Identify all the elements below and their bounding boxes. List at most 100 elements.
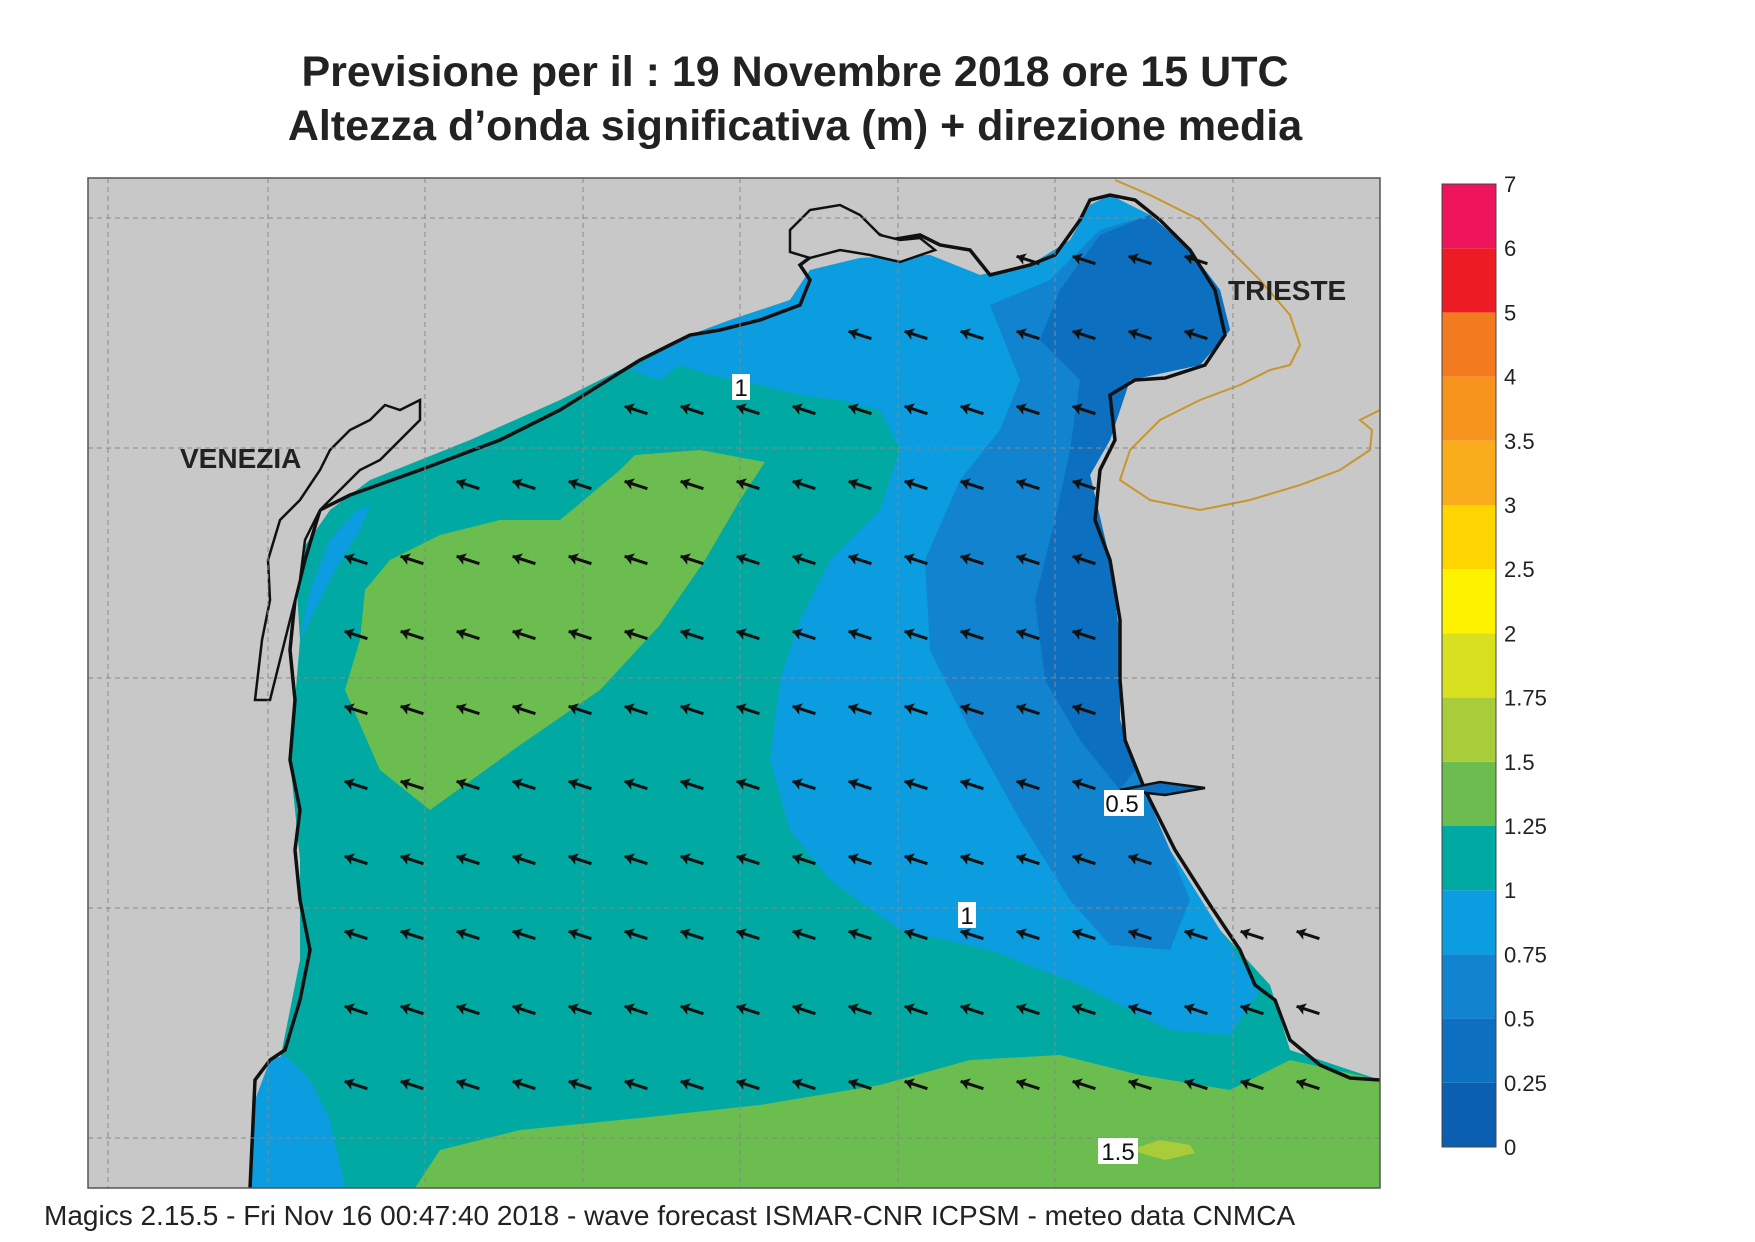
direction-arrow [1128,928,1152,941]
direction-arrow [960,1003,984,1016]
direction-arrow [1072,778,1096,791]
direction-arrow [624,928,648,941]
direction-arrow [792,628,816,641]
direction-arrow [1240,1078,1264,1091]
direction-arrow [960,553,984,566]
direction-arrow [344,628,368,641]
contour-label-group: 1 1 0.5 1.5 [732,374,1144,1166]
southwest-blue-patch [250,1055,345,1188]
direction-arrow [456,1003,480,1016]
direction-arrow [960,778,984,791]
legend-tick-label: 1 [1504,878,1516,903]
direction-arrow [960,328,984,341]
contour-label-1-south: 1 [960,903,973,930]
direction-arrow [736,628,760,641]
wave-direction-arrows [344,253,1320,1091]
legend-swatch [1442,826,1496,891]
direction-arrow [568,1003,592,1016]
contour-label-1.5: 1.5 [1101,1139,1134,1166]
legend-tick-label: 0 [1504,1135,1516,1160]
coastline-north [303,193,1380,1082]
sea-1.5-1.75-patch [1130,1140,1195,1160]
direction-arrow [848,628,872,641]
direction-arrow [904,703,928,716]
direction-arrow [848,703,872,716]
direction-arrow [1016,553,1040,566]
direction-arrow [512,928,536,941]
legend-swatch [1442,505,1496,570]
direction-arrow [792,1003,816,1016]
legend-tick-label: 1.75 [1504,686,1547,711]
direction-arrow [1296,1003,1320,1016]
direction-arrow [680,403,704,416]
map-area: 1 1 0.5 1.5 VENEZIA TRIESTE [88,178,1380,1188]
direction-arrow [960,478,984,491]
color-legend: 0 0.25 0.5 0.75 1 1.25 1.5 1.75 2 2.5 3 3.5 4 5 6 7 [1441,172,1547,1160]
legend-swatch [1442,633,1496,698]
direction-arrow [568,853,592,866]
legend-swatch [1442,1018,1496,1083]
direction-arrow [848,778,872,791]
direction-arrow [792,1078,816,1091]
legend-tick-label: 3 [1504,493,1516,518]
direction-arrow [792,553,816,566]
sea-1.25-1.5-south [415,1055,1380,1188]
direction-arrow [1016,703,1040,716]
direction-arrow [624,553,648,566]
direction-arrow [904,928,928,941]
direction-arrow [1184,328,1208,341]
direction-arrow [848,553,872,566]
legend-swatch [1442,954,1496,1019]
direction-arrow [1072,928,1096,941]
direction-arrow [680,778,704,791]
direction-arrow [904,403,928,416]
direction-arrow [512,778,536,791]
direction-arrow [736,703,760,716]
legend-swatch [1442,248,1496,313]
map-frame [87,177,1381,1189]
direction-arrow [736,853,760,866]
direction-arrow [1296,1078,1320,1091]
direction-arrow [400,553,424,566]
legend-tick-label: 2 [1504,621,1516,646]
direction-arrow [848,853,872,866]
direction-arrow [400,1078,424,1091]
direction-arrow [792,478,816,491]
legend-tick-label: 1.25 [1504,814,1547,839]
direction-arrow [848,1078,872,1091]
legend-swatch [1442,697,1496,762]
direction-arrow [456,853,480,866]
legend-tick-label: 7 [1504,172,1516,197]
direction-arrow [1128,1003,1152,1016]
direction-arrow [680,703,704,716]
direction-arrow [400,853,424,866]
map-title-line1: Previsione per il : 19 Novembre 2018 ore… [301,48,1289,96]
direction-arrow [1184,928,1208,941]
direction-arrow [456,703,480,716]
direction-arrow [848,403,872,416]
direction-arrow [904,478,928,491]
direction-arrow [1072,403,1096,416]
legend-swatch [1442,761,1496,826]
direction-arrow [848,928,872,941]
direction-arrow [1016,1003,1040,1016]
direction-arrow [1072,253,1096,266]
direction-arrow [512,628,536,641]
direction-arrow [736,403,760,416]
legend-swatch [1442,890,1496,955]
direction-arrow [1072,328,1096,341]
direction-arrow [512,1078,536,1091]
legend-tick-label: 3.5 [1504,429,1535,454]
contour-label-0.5: 0.5 [1105,791,1138,818]
contour-label-1-north: 1 [734,375,747,402]
direction-arrow [456,478,480,491]
legend-border [1441,183,1497,1148]
legend-tick-label: 0.25 [1504,1071,1547,1096]
direction-arrow [680,928,704,941]
legend-swatch [1442,1082,1496,1147]
direction-arrow [904,1003,928,1016]
direction-arrow [400,1003,424,1016]
legend-tick-label: 5 [1504,300,1516,325]
direction-arrow [1240,928,1264,941]
direction-arrow [1016,778,1040,791]
